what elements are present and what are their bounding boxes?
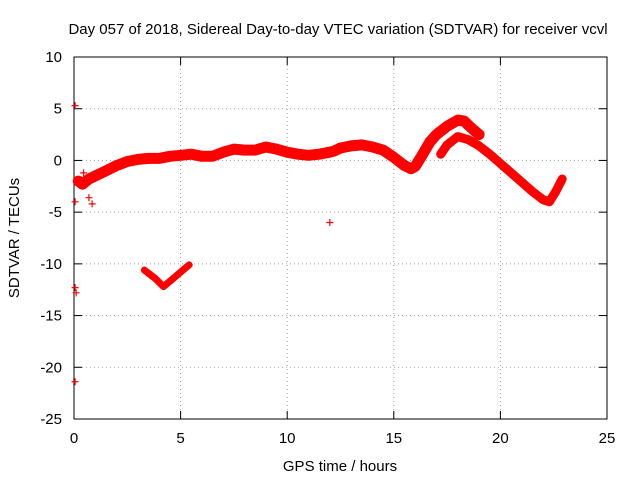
isolated-points-point [88, 200, 96, 208]
lower-branch-point [496, 160, 504, 168]
lower-branch-band [436, 132, 567, 207]
dipping-arc-point [151, 274, 159, 282]
main-band-point [74, 177, 82, 185]
plot-frame [73, 56, 608, 420]
main-band-point [251, 146, 259, 154]
main-band-point [102, 167, 110, 175]
main-band-point [209, 152, 217, 160]
main-band-point [283, 148, 291, 156]
main-band-point [368, 143, 376, 151]
grid-layer [74, 57, 607, 419]
y-tick-label: -10 [40, 256, 62, 273]
main-band-point [460, 117, 468, 125]
lower-branch-point [558, 175, 566, 183]
isolated-points-point [80, 169, 88, 177]
main-band-point [187, 150, 195, 158]
main-band-point [166, 152, 174, 160]
y-axis-label: SDTVAR / TECUs [6, 178, 23, 298]
x-tick-label: 0 [70, 430, 78, 447]
main-band-band [72, 114, 485, 190]
lower-branch-point [507, 169, 515, 177]
main-band-point [273, 145, 281, 153]
isolated-points-point [71, 198, 79, 206]
isolated-points-point [326, 218, 334, 226]
x-tick-label: 20 [492, 430, 509, 447]
main-band-point [315, 150, 323, 158]
isolated-points-point [71, 378, 79, 386]
main-band-point [294, 150, 302, 158]
isolated-points-point [71, 102, 79, 110]
dipping-arc-point [160, 283, 168, 291]
lower-branch-point [475, 142, 483, 150]
main-band-point [145, 154, 153, 162]
main-band-point [390, 153, 398, 161]
main-band-point [467, 123, 475, 131]
dipping-arc-point [177, 268, 185, 276]
x-tick-label: 10 [279, 430, 296, 447]
main-band-point [134, 155, 142, 163]
main-band-point [454, 116, 462, 124]
main-band-point [91, 172, 99, 180]
lower-branch-point [443, 141, 451, 149]
main-band-point [219, 148, 227, 156]
main-band-point [443, 122, 451, 130]
lower-branch-point [454, 133, 462, 141]
main-band-point [79, 180, 87, 188]
x-axis-label: GPS time / hours [283, 458, 397, 475]
main-band-point [411, 163, 419, 171]
main-band-point [177, 151, 185, 159]
dipping-arc-point [185, 261, 193, 269]
y-tick-label: -20 [40, 359, 62, 376]
main-band-point [85, 175, 93, 183]
lower-branch-point [518, 178, 526, 186]
x-tick-label: 15 [385, 430, 402, 447]
main-band-point [475, 131, 483, 139]
main-band-point [358, 141, 366, 149]
chart-title: Day 057 of 2018, Sidereal Day-to-day VTE… [68, 21, 607, 38]
main-band-point [155, 154, 163, 162]
main-band-point [347, 142, 355, 150]
lower-branch-point [528, 187, 536, 195]
isolated-points-point [85, 194, 93, 202]
main-band-point [113, 162, 121, 170]
lower-branch-point [437, 150, 445, 158]
lower-branch-point [552, 187, 560, 195]
main-band-point [241, 146, 249, 154]
isolated-points-point [71, 284, 79, 292]
y-tick-label: -5 [49, 204, 62, 221]
main-band-point [305, 151, 313, 159]
lower-branch-point [486, 150, 494, 158]
y-tick-label: 10 [45, 49, 62, 66]
dipping-arc-band [140, 261, 193, 291]
data-layer [71, 102, 567, 386]
main-band-point [432, 131, 440, 139]
main-band-point [123, 157, 131, 165]
dipping-arc-point [140, 266, 148, 274]
main-band-point [262, 143, 270, 151]
lower-branch-point [545, 198, 553, 206]
lower-branch-point [539, 196, 547, 204]
main-band-point [230, 145, 238, 153]
main-band-point [400, 162, 408, 170]
y-tick-label: 5 [54, 101, 62, 118]
x-tick-label: 5 [176, 430, 184, 447]
main-band-point [379, 146, 387, 154]
x-tick-label: 25 [599, 430, 616, 447]
main-band-point [337, 144, 344, 152]
y-tick-label: -25 [40, 411, 62, 428]
main-band-point [330, 147, 338, 155]
y-tick-label: -15 [40, 308, 62, 325]
lower-branch-point [464, 136, 472, 144]
main-band-point [326, 148, 334, 156]
y-tick-label: 0 [54, 152, 62, 169]
main-band-point [407, 165, 415, 173]
main-band-point [418, 152, 426, 160]
main-band-point [198, 152, 206, 160]
dipping-arc-point [168, 275, 176, 283]
main-band-point [426, 138, 434, 146]
isolated-points-point [72, 289, 80, 297]
tick-layer: 0 5 10 15 20 25 10 5 0 -5 -10 -15 -20 -25 [40, 49, 615, 447]
